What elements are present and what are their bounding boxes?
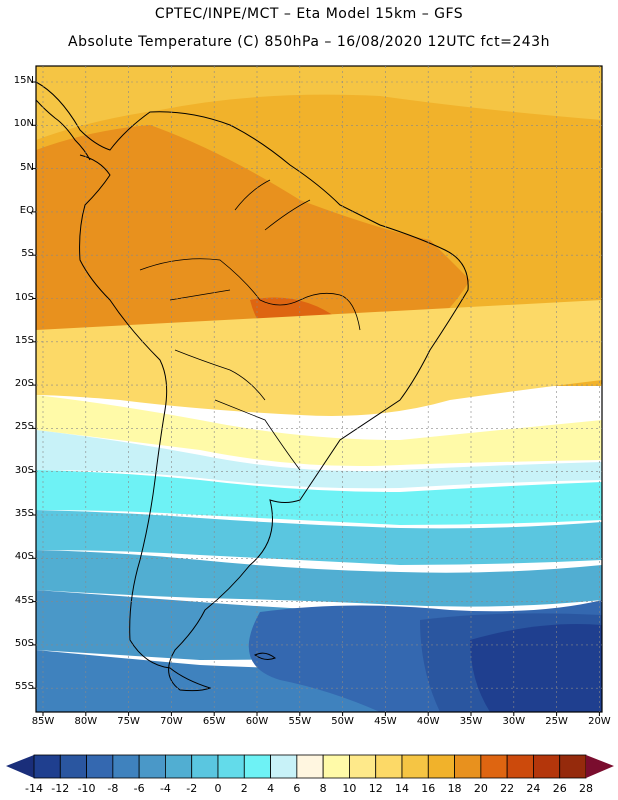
longitude-label: 50W bbox=[331, 716, 354, 727]
colorbar-cell bbox=[270, 754, 298, 779]
latitude-label: 10N bbox=[13, 118, 34, 130]
latitude-label: 20S bbox=[14, 378, 34, 390]
colorbar-cell bbox=[559, 754, 587, 779]
latitude-label: 15N bbox=[13, 75, 34, 86]
colorbar-cell bbox=[112, 754, 140, 779]
longitude-label: 20W bbox=[588, 716, 611, 727]
colorbar-cell bbox=[138, 754, 166, 779]
latitude-label: 5S bbox=[21, 248, 34, 260]
colorbar-label: 16 bbox=[421, 782, 436, 795]
colorbar-label: 2 bbox=[240, 782, 248, 795]
colorbar-label: 4 bbox=[267, 782, 275, 795]
colorbar-label: 0 bbox=[214, 782, 222, 795]
colorbar-cell bbox=[191, 754, 219, 779]
longitude-label: 35W bbox=[459, 716, 483, 727]
longitude-label: 75W bbox=[117, 716, 140, 727]
graticule bbox=[36, 66, 602, 712]
colorbar-label: -10 bbox=[77, 782, 96, 795]
temperature-field bbox=[36, 66, 602, 712]
colorbar-cell bbox=[59, 754, 87, 779]
latitude-label: 10S bbox=[14, 291, 34, 303]
colorbar-label: -14 bbox=[25, 782, 43, 795]
colorbar-label: -6 bbox=[133, 782, 145, 795]
colorbar-cell bbox=[454, 754, 482, 779]
colorbar-cell bbox=[375, 754, 403, 779]
latitude-label: 5N bbox=[20, 161, 34, 173]
colorbar-cell bbox=[322, 754, 350, 779]
map-title: CPTEC/INPE/MCT – Eta Model 15km – GFS bbox=[154, 6, 464, 22]
longitude-label: 25W bbox=[545, 716, 568, 727]
latitude-label: 50S bbox=[14, 637, 34, 649]
colorbar-label: 12 bbox=[368, 782, 383, 795]
colorbar-cell bbox=[533, 754, 561, 779]
colorbar-cell bbox=[165, 754, 193, 779]
colorbar-label: 8 bbox=[319, 782, 327, 795]
latitude-label: 35S bbox=[14, 508, 34, 519]
longitude-label: 60W bbox=[245, 716, 269, 727]
colorbar-label: 6 bbox=[293, 782, 301, 795]
colorbar-cell bbox=[243, 754, 271, 779]
colorbar-cell bbox=[506, 754, 534, 779]
latitude-label: 30S bbox=[14, 464, 34, 476]
colorbar-label: -2 bbox=[186, 782, 198, 795]
colorbar-overflow-arrow bbox=[586, 755, 614, 778]
country-borders bbox=[139, 179, 361, 471]
colorbar-cell bbox=[427, 754, 455, 779]
colorbar-label: 24 bbox=[526, 782, 541, 795]
colorbar-label: -4 bbox=[159, 782, 171, 795]
colorbar-label: 20 bbox=[473, 782, 488, 795]
colorbar-cell bbox=[86, 754, 114, 779]
longitude-label: 80W bbox=[74, 716, 98, 727]
colorbar-label: 22 bbox=[500, 782, 515, 795]
colorbar-cell bbox=[296, 754, 324, 779]
latitude-label: 25S bbox=[14, 421, 34, 433]
map-frame bbox=[35, 65, 603, 713]
colorbar-label: -8 bbox=[107, 782, 119, 795]
latitude-label: 15S bbox=[14, 334, 34, 346]
longitude-label: 70W bbox=[160, 716, 183, 727]
longitude-label: 45W bbox=[374, 716, 397, 727]
colorbar-cell bbox=[480, 754, 508, 779]
colorbar-cell bbox=[401, 754, 429, 779]
colorbar-label: 26 bbox=[552, 782, 567, 795]
latitude-label: 40S bbox=[14, 551, 34, 563]
colorbar-label: 18 bbox=[447, 782, 462, 795]
axis-ticks bbox=[32, 81, 600, 716]
longitude-label: 65W bbox=[202, 716, 226, 727]
colorbar-label: 14 bbox=[395, 782, 409, 795]
colorbar bbox=[6, 754, 614, 779]
map-subtitle: Absolute Temperature (C) 850hPa – 16/08/… bbox=[68, 34, 550, 50]
coastline bbox=[36, 81, 469, 692]
colorbar-label: -12 bbox=[51, 782, 70, 795]
colorbar-label: 28 bbox=[579, 782, 593, 795]
latitude-label: EQ bbox=[19, 204, 34, 216]
colorbar-cell bbox=[217, 754, 245, 779]
longitude-label: 40W bbox=[416, 716, 440, 727]
latitude-label: 55S bbox=[14, 681, 34, 693]
longitude-label: 30W bbox=[502, 716, 526, 727]
colorbar-label: 10 bbox=[342, 782, 357, 795]
longitude-label: 85W bbox=[31, 716, 55, 727]
latitude-label: 45S bbox=[14, 594, 34, 606]
colorbar-underflow-arrow bbox=[6, 755, 34, 778]
colorbar-cell bbox=[33, 754, 61, 779]
longitude-label: 55W bbox=[288, 716, 312, 727]
colorbar-cell bbox=[349, 754, 377, 779]
